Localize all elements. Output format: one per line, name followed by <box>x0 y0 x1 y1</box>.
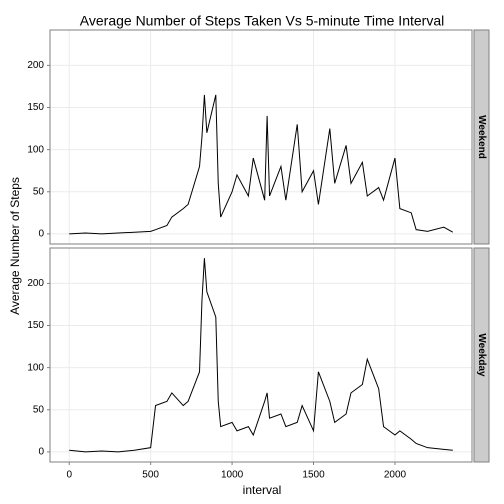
panel <box>50 248 472 462</box>
x-tick-label: 2000 <box>384 470 407 481</box>
y-tick-label: 0 <box>38 229 44 240</box>
y-tick-label: 50 <box>33 186 45 197</box>
x-tick-label: 0 <box>66 470 72 481</box>
y-tick-label: 150 <box>27 320 44 331</box>
y-tick-label: 100 <box>27 362 44 373</box>
chart-title: Average Number of Steps Taken Vs 5-minut… <box>80 13 444 29</box>
x-tick-label: 1500 <box>302 470 325 481</box>
strip-label: Weekday <box>476 333 487 377</box>
y-tick-label: 200 <box>27 60 44 71</box>
y-tick-label: 150 <box>27 102 44 113</box>
strip <box>473 247 490 463</box>
x-tick-label: 500 <box>142 470 159 481</box>
x-tick-label: 1000 <box>221 470 244 481</box>
strip-label: Weekend <box>476 115 487 159</box>
strip <box>473 29 490 245</box>
y-tick-label: 0 <box>38 447 44 458</box>
y-tick-label: 200 <box>27 278 44 289</box>
x-axis-label: interval <box>243 483 282 497</box>
y-tick-label: 100 <box>27 144 44 155</box>
y-axis-label: Average Number of Steps <box>8 177 22 315</box>
y-tick-label: 50 <box>33 404 45 415</box>
data-line <box>69 258 453 453</box>
data-line <box>69 94 454 235</box>
panel-border <box>49 247 473 463</box>
panel-border <box>49 29 473 245</box>
